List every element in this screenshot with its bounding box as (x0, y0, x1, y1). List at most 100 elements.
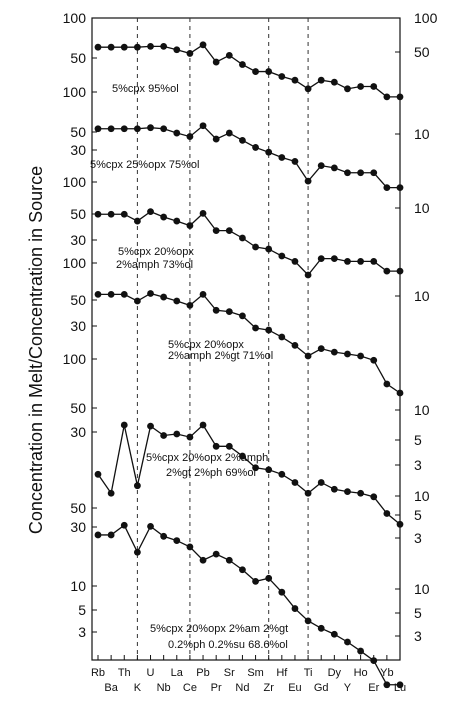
series-label-5: 5%cpx 20%opx 2%amph (146, 452, 268, 464)
x-tick-label-lu: Lu (394, 682, 406, 694)
data-point (120, 125, 128, 133)
data-point (199, 290, 207, 298)
tick-label-right: 5 (414, 432, 422, 448)
tick-label-right: 100 (414, 10, 438, 26)
data-point (317, 345, 325, 353)
data-point (239, 234, 246, 242)
data-point (94, 43, 102, 51)
data-point (383, 380, 391, 388)
data-point (94, 125, 102, 133)
data-point (133, 548, 141, 556)
data-point (120, 421, 128, 429)
data-point (396, 389, 404, 397)
data-point (107, 125, 115, 133)
x-tick-label-th: Th (118, 667, 131, 679)
x-tick-label-sr: Sr (224, 667, 235, 679)
data-point (357, 83, 365, 90)
x-tick-label-hf: Hf (276, 667, 288, 679)
tick-label-left: 30 (70, 232, 86, 248)
data-point (252, 144, 259, 151)
data-point (212, 135, 220, 143)
data-point (370, 169, 378, 177)
data-point (370, 356, 378, 364)
x-tick-label-k: K (134, 682, 142, 694)
tick-label-right: 10 (414, 200, 430, 216)
data-point (291, 258, 299, 265)
x-tick-label-rb: Rb (91, 667, 105, 679)
data-point (225, 308, 233, 316)
tick-label-left: 50 (70, 50, 86, 66)
tick-label-right: 10 (414, 402, 430, 418)
data-point (173, 430, 181, 438)
data-point (160, 42, 168, 50)
series-label-3: 2%amph 73%ol (116, 259, 193, 271)
data-point (120, 290, 128, 298)
data-point (147, 290, 154, 297)
data-point (212, 306, 220, 314)
data-point (120, 43, 128, 51)
data-point (330, 255, 338, 263)
data-point (133, 482, 141, 490)
data-point (147, 422, 154, 430)
series-label-3: 5%cpx 20%opx (118, 246, 194, 258)
tick-label-left: 100 (63, 174, 87, 190)
data-point (133, 125, 141, 133)
data-point (344, 638, 351, 646)
series-line-2 (98, 124, 400, 189)
data-point (147, 208, 154, 216)
tick-label-left: 30 (70, 318, 86, 334)
data-point (370, 657, 378, 664)
data-point (370, 493, 378, 501)
x-tick-label-ce: Ce (183, 682, 197, 694)
data-point (147, 124, 154, 132)
tick-label-left: 100 (63, 84, 87, 100)
data-point (199, 421, 207, 429)
data-point (199, 122, 207, 130)
data-point (330, 485, 338, 493)
data-point (265, 148, 273, 156)
data-point (186, 222, 194, 229)
data-point (396, 267, 404, 275)
x-tick-label-dy: Dy (328, 667, 342, 679)
data-point (94, 531, 102, 539)
data-point (120, 521, 128, 529)
data-point (304, 617, 312, 625)
x-tick-label-er: Er (368, 682, 379, 694)
data-point (252, 577, 259, 585)
data-point (225, 442, 233, 450)
x-tick-label-ho: Ho (354, 667, 368, 679)
data-point (186, 50, 194, 57)
data-point (304, 85, 312, 93)
data-point (94, 470, 102, 478)
x-tick-label-u: U (147, 667, 155, 679)
data-point (239, 452, 246, 460)
series-label-4: 2%amph 2%gt 71%ol (168, 350, 273, 362)
tick-label-left: 100 (63, 255, 87, 271)
data-point (278, 154, 286, 161)
data-point (265, 574, 273, 582)
tick-label-left: 3 (78, 624, 86, 640)
data-point (252, 324, 259, 332)
data-point (330, 630, 338, 638)
series-label-1: 5%cpx 95%ol (112, 83, 179, 95)
tick-label-left: 30 (70, 519, 86, 535)
tick-label-left: 50 (70, 500, 86, 516)
data-point (344, 258, 351, 265)
x-tick-label-nb: Nb (157, 682, 171, 694)
x-tick-label-y: Y (344, 682, 352, 694)
x-tick-label-sm: Sm (247, 667, 264, 679)
data-point (107, 43, 115, 51)
data-point (107, 489, 115, 497)
data-point (265, 466, 273, 474)
data-point (160, 293, 168, 301)
data-point (173, 297, 181, 305)
x-tick-label-zr: Zr (264, 682, 275, 694)
tick-label-right: 5 (414, 507, 422, 523)
data-point (186, 302, 194, 309)
data-point (199, 209, 207, 217)
series-label-2: 5%cpx 25%opx 75%ol (90, 159, 199, 171)
tick-label-right: 3 (414, 530, 422, 546)
data-point (120, 210, 128, 218)
tick-label-left: 50 (70, 124, 86, 140)
